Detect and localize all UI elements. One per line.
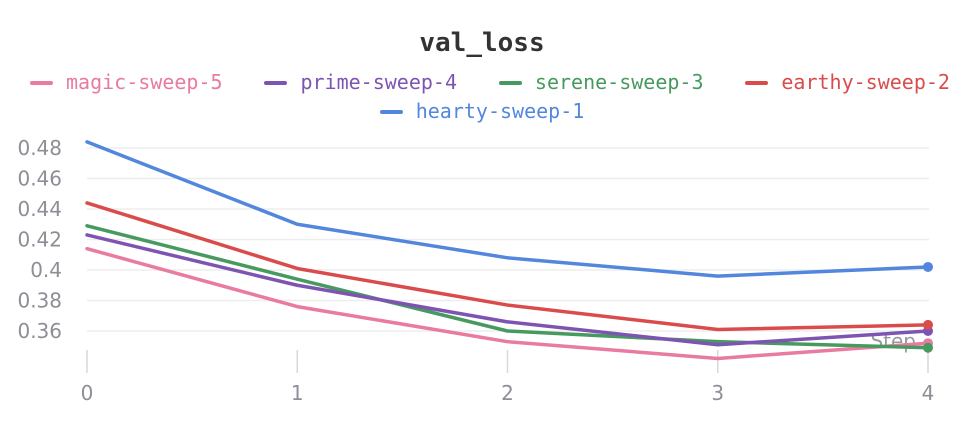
legend-line-icon [30, 80, 53, 85]
legend-line-icon [498, 80, 522, 85]
legend-line-icon [264, 80, 288, 85]
legend-row: magic-sweep-5 prime-sweep-4 serene-sweep-3… [0, 69, 964, 96]
y-axis-tick-label: 0.48 [17, 136, 62, 160]
legend-label: serene-sweep-3 [534, 70, 704, 94]
legend-row: hearty-sweep-1 [0, 98, 964, 125]
y-axis-tick-label: 0.42 [17, 228, 62, 252]
legend-label: prime-sweep-4 [300, 70, 457, 94]
series-endpoint-serene-sweep-3[interactable] [923, 342, 933, 353]
legend-line-icon [379, 109, 403, 114]
legend-label: magic-sweep-5 [66, 70, 223, 94]
legend-line-icon [745, 80, 769, 85]
series-line-serene-sweep-3[interactable] [85, 224, 930, 350]
series-line-hearty-sweep-1[interactable] [85, 140, 930, 278]
x-axis-tick-label: 1 [291, 381, 304, 405]
y-axis-tick-label: 0.36 [17, 319, 62, 343]
legend-label: earthy-sweep-2 [781, 70, 950, 94]
x-axis-tick-label: 4 [922, 381, 935, 405]
legend-label: hearty-sweep-1 [415, 99, 585, 123]
y-axis-tick-label: 0.46 [17, 167, 62, 191]
series-line-earthy-sweep-2[interactable] [85, 201, 930, 332]
x-axis-tick-label: 0 [81, 381, 94, 405]
legend-item-magic-sweep-5[interactable]: magic-sweep-5 [30, 69, 223, 96]
chart-legend: magic-sweep-5 prime-sweep-4 serene-sweep-3… [0, 69, 964, 125]
y-axis-tick-label: 0.4 [30, 258, 62, 282]
series-endpoint-earthy-sweep-2[interactable] [923, 319, 933, 330]
legend-item-earthy-sweep-2[interactable]: earthy-sweep-2 [745, 69, 950, 96]
x-axis-tick-label: 3 [711, 381, 724, 405]
y-axis-tick-label: 0.38 [17, 289, 62, 313]
y-axis-tick-label: 0.44 [17, 197, 62, 221]
series-line-magic-sweep-5[interactable] [85, 246, 930, 361]
legend-item-hearty-sweep-1[interactable]: hearty-sweep-1 [379, 98, 585, 125]
x-axis-tick-label: 2 [501, 381, 514, 405]
legend-item-serene-sweep-3[interactable]: serene-sweep-3 [498, 69, 704, 96]
series-endpoint-hearty-sweep-1[interactable] [923, 261, 933, 272]
legend-item-prime-sweep-4[interactable]: prime-sweep-4 [264, 69, 457, 96]
chart-title: val_loss [419, 28, 545, 58]
series-line-prime-sweep-4[interactable] [85, 233, 930, 347]
